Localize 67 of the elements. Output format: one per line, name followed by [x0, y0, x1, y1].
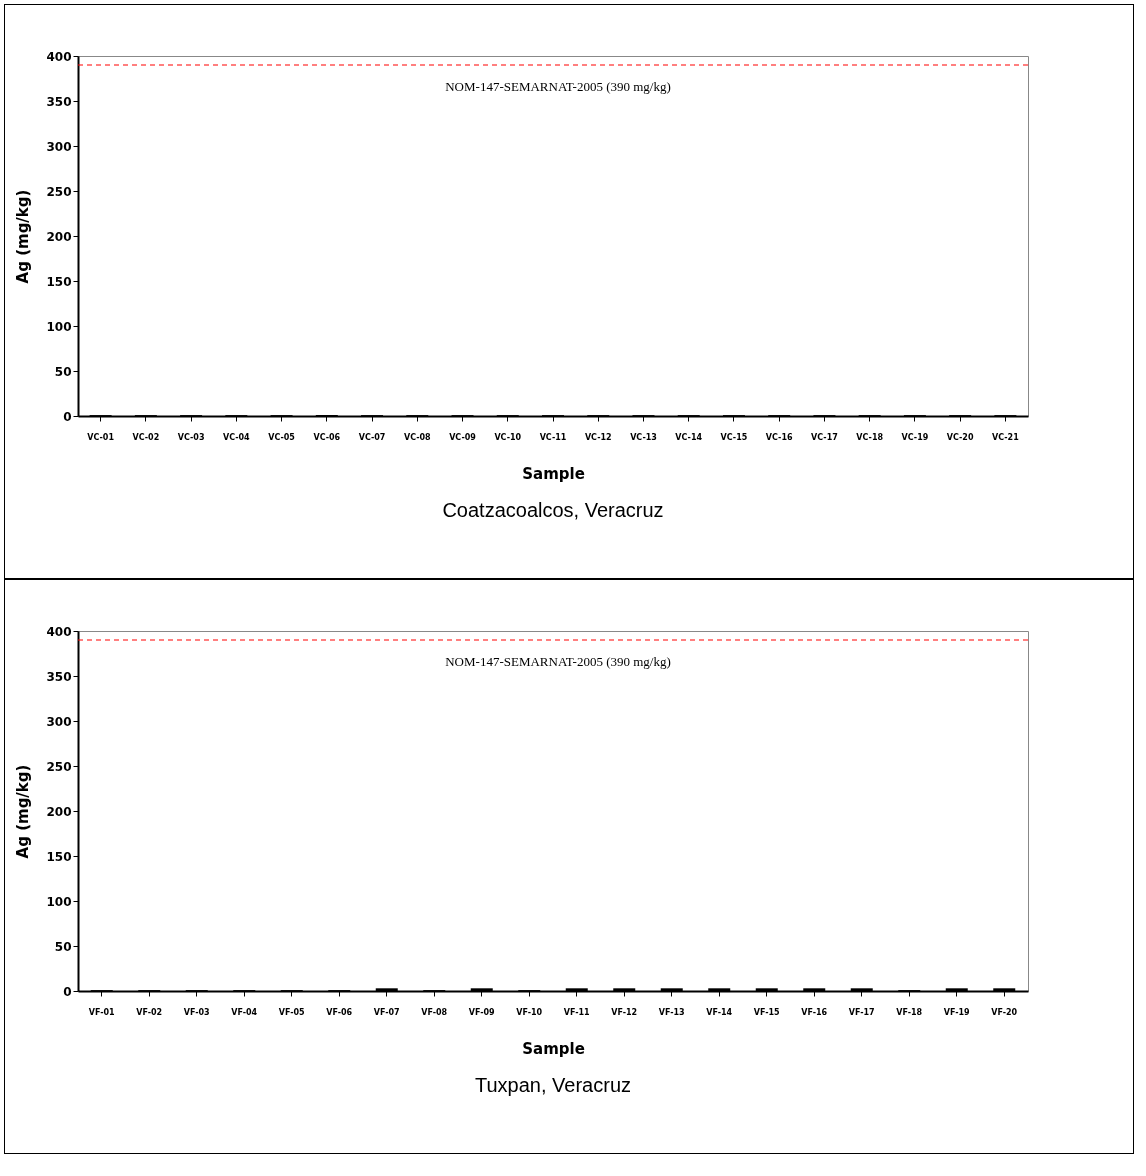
x-tick-label: VF-17: [848, 1007, 875, 1017]
x-tick-label: VC-14: [675, 432, 703, 442]
x-tick-label: VF-18: [896, 1007, 923, 1017]
y-tick-label: 150: [46, 849, 72, 864]
y-tick-label: 400: [46, 624, 72, 639]
x-tick-label: VC-10: [494, 432, 522, 442]
y-tick-label: 250: [46, 759, 72, 774]
y-tick-label: 300: [46, 714, 72, 729]
ref-line-label: NOM-147-SEMARNAT-2005 (390 mg/kg): [445, 654, 671, 669]
x-tick-label: VF-20: [991, 1007, 1018, 1017]
x-tick-label: VF-06: [326, 1007, 353, 1017]
x-tick-label: VF-09: [468, 1007, 496, 1017]
x-tick-label: VC-12: [584, 432, 612, 442]
y-tick-label: 300: [46, 139, 72, 154]
x-axis-title: Sample: [522, 1039, 585, 1058]
x-tick-label: VF-02: [136, 1007, 163, 1017]
y-tick-label: 100: [46, 894, 72, 909]
x-tick-label: VF-14: [706, 1007, 733, 1017]
y-axis-title: Ag (mg/kg): [14, 764, 33, 859]
x-tick-label: VC-07: [358, 432, 386, 442]
x-axis-title: Sample: [522, 464, 585, 483]
y-tick-label: 50: [54, 364, 72, 379]
x-tick-label: VF-08: [421, 1007, 448, 1017]
y-tick-label: 350: [46, 669, 72, 684]
x-tick-label: VC-16: [765, 432, 793, 442]
y-tick-label: 400: [46, 49, 72, 64]
x-tick-label: VC-11: [539, 432, 567, 442]
x-tick-label: VC-09: [449, 432, 477, 442]
x-tick-label: VF-12: [611, 1007, 638, 1017]
x-tick-label: VC-13: [630, 432, 657, 442]
x-tick-label: VF-19: [943, 1007, 971, 1017]
x-tick-label: VC-08: [403, 432, 432, 442]
y-tick-label: 100: [46, 319, 72, 334]
ref-line-label: NOM-147-SEMARNAT-2005 (390 mg/kg): [445, 79, 671, 94]
x-tick-label: VC-19: [901, 432, 929, 442]
x-tick-label: VF-10: [516, 1007, 543, 1017]
y-tick-label: 50: [54, 939, 72, 954]
x-tick-label: VF-05: [278, 1007, 306, 1017]
y-tick-label: 350: [46, 94, 72, 109]
x-tick-label: VC-02: [132, 432, 160, 442]
x-tick-label: VC-15: [720, 432, 748, 442]
y-tick-label: 200: [46, 229, 72, 244]
x-tick-label: VC-04: [222, 432, 251, 442]
x-tick-label: VC-05: [268, 432, 296, 442]
x-tick-label: VF-16: [801, 1007, 828, 1017]
x-tick-label: VF-13: [658, 1007, 685, 1017]
x-tick-label: VF-11: [563, 1007, 591, 1017]
y-tick-label: 250: [46, 184, 72, 199]
y-axis-title: Ag (mg/kg): [14, 189, 33, 284]
x-tick-label: VC-01: [87, 432, 115, 442]
y-tick-label: 0: [63, 984, 72, 999]
x-tick-label: VC-20: [946, 432, 974, 442]
x-tick-label: VF-04: [231, 1007, 258, 1017]
x-tick-label: VF-15: [753, 1007, 781, 1017]
y-tick-label: 0: [63, 409, 72, 424]
x-tick-label: VF-03: [183, 1007, 210, 1017]
x-tick-label: VF-01: [88, 1007, 116, 1017]
x-tick-label: VC-18: [856, 432, 884, 442]
text: Coatzacoalcos, Veracruz: [442, 499, 664, 521]
x-tick-label: VC-17: [811, 432, 838, 442]
y-tick-label: 200: [46, 804, 72, 819]
x-tick-label: VC-06: [313, 432, 341, 442]
x-tick-label: VC-03: [177, 432, 205, 442]
x-tick-label: VF-07: [373, 1007, 400, 1017]
text: Tuxpan, Veracruz: [474, 1074, 632, 1096]
x-tick-label: VC-21: [992, 432, 1020, 442]
y-tick-label: 150: [46, 274, 72, 289]
